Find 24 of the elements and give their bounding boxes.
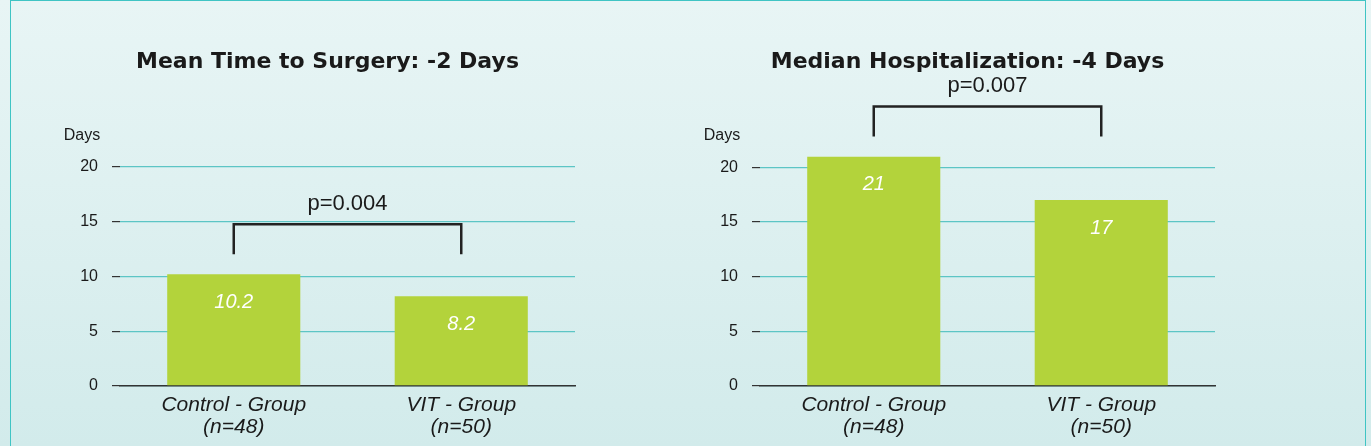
y-tick-label: 0 — [729, 376, 739, 394]
data-label: 21 — [861, 171, 885, 194]
chart-title: Median Hospitalization: -4 Days — [770, 47, 1165, 73]
y-tick-label: 15 — [720, 212, 739, 230]
x-tick-label: VIT - Group (n=50) — [1046, 391, 1157, 437]
y-tick-label: 10 — [80, 266, 99, 284]
data-label: 10.2 — [214, 289, 254, 312]
y-tick-label: 0 — [89, 376, 99, 394]
chart-title: Mean Time to Surgery: -2 Days — [136, 47, 519, 73]
data-label: 8.2 — [447, 311, 476, 334]
x-tick-label: VIT - Group (n=50) — [406, 391, 517, 437]
data-label: 17 — [1090, 215, 1114, 238]
y-tick-label: 20 — [80, 157, 99, 175]
y-axis-title: Days — [703, 126, 741, 144]
x-tick-label: Control - Group (n=48) — [801, 391, 947, 437]
x-tick-label: Control - Group (n=48) — [161, 391, 307, 437]
y-axis-title: Days — [63, 126, 101, 144]
annotation: p=0.004 — [307, 190, 388, 216]
y-tick-label: 20 — [720, 157, 739, 175]
y-tick-label: 15 — [80, 212, 99, 230]
y-tick-label: 10 — [720, 267, 739, 285]
y-tick-label: 5 — [89, 321, 99, 339]
text: p=0.007 — [947, 72, 1028, 98]
y-tick-label: 5 — [729, 321, 739, 339]
